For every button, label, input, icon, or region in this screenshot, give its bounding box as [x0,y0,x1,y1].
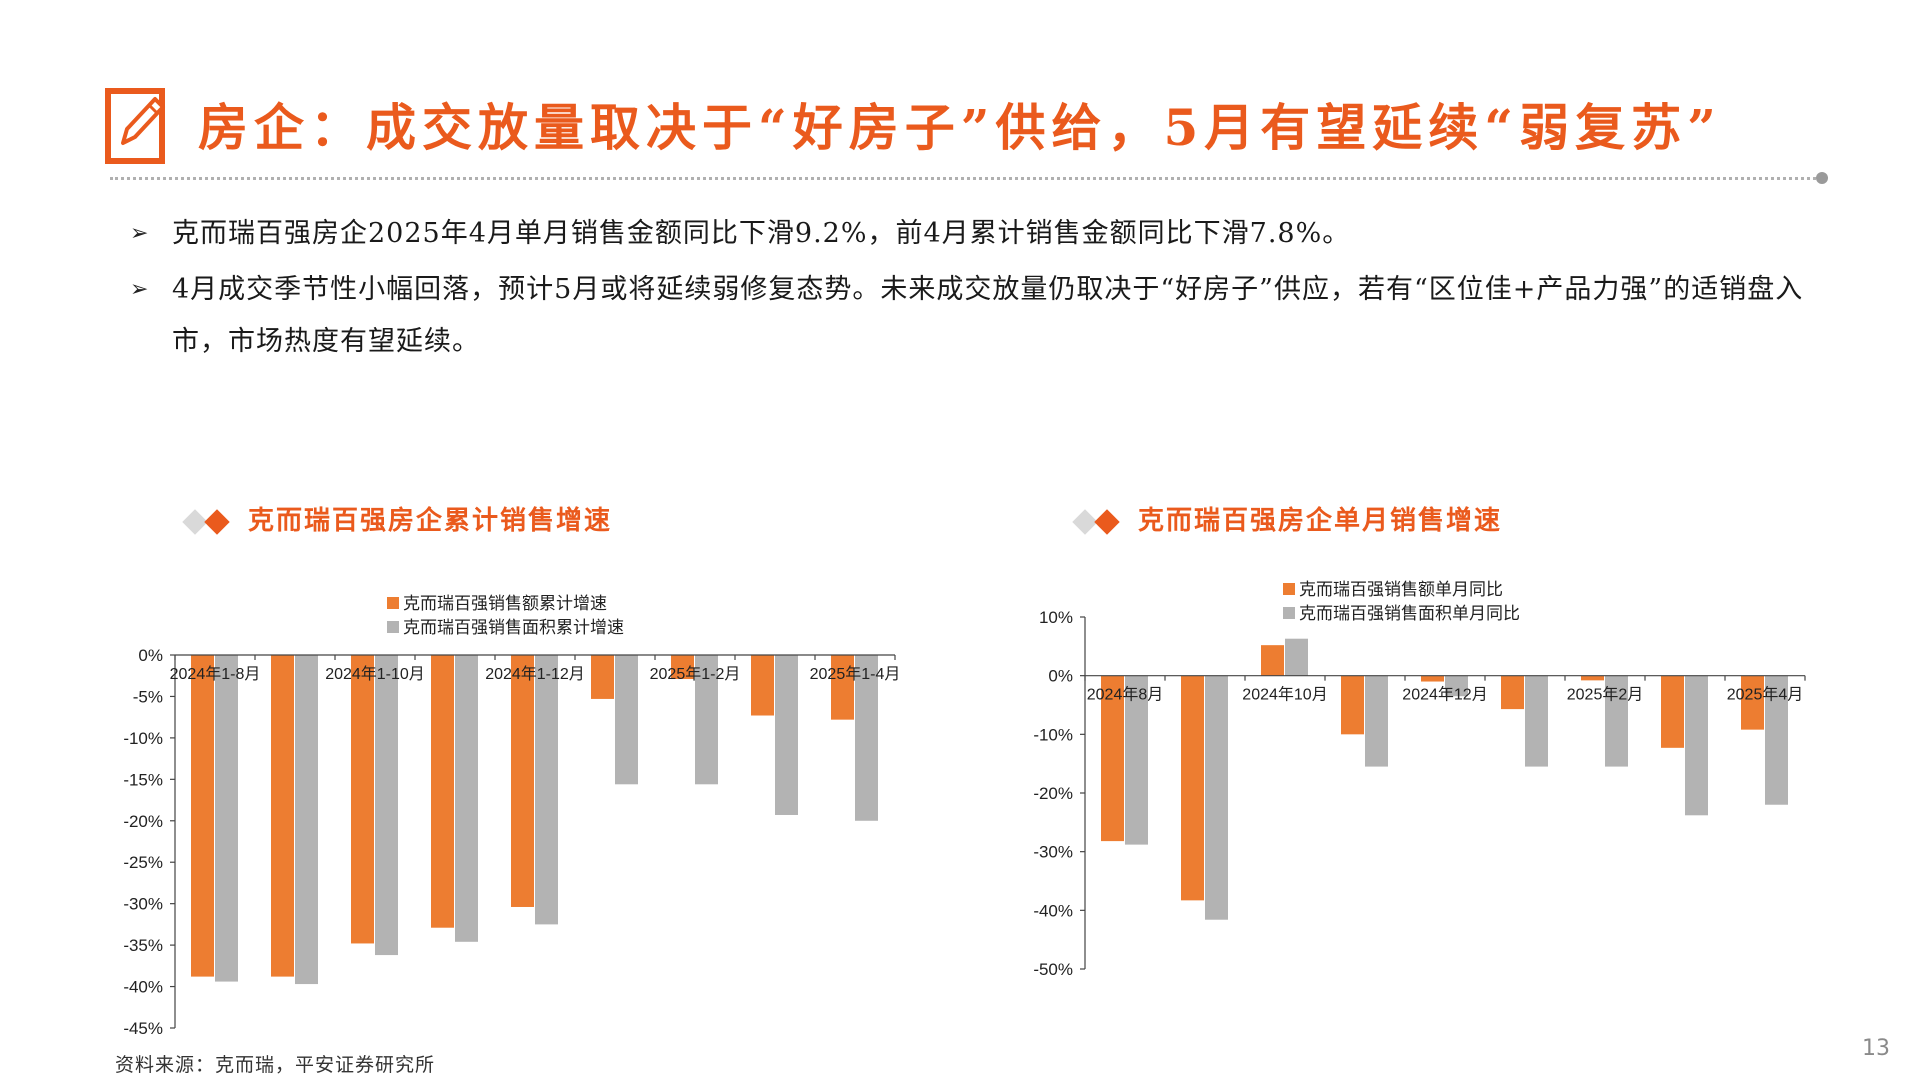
bar [375,655,398,956]
bar [775,655,798,815]
x-tick-label: 2025年4月 [1727,686,1804,704]
chart-title-text: 克而瑞百强房企单月销售增速 [1138,506,1503,536]
bar [1445,675,1468,697]
x-tick-label: 2024年1-8月 [170,665,261,683]
y-tick-label: -5% [133,687,163,706]
y-tick-label: -40% [1033,901,1073,920]
bullet-text: 4月成交季节性小幅回落，预计5月或将延续弱修复态势。未来成交放量仍取决于“好房子… [172,274,1804,357]
bar [1581,675,1604,681]
bar [295,655,318,985]
y-tick-label: -20% [1033,784,1073,803]
y-tick-label: -50% [1033,960,1073,979]
bar [215,655,238,982]
y-tick-label: -10% [123,729,163,748]
y-tick-label: -45% [123,1019,163,1038]
legend-swatch [1283,607,1295,619]
bar [855,655,878,821]
legend-swatch [387,621,399,633]
bullet-item: ➢ 克而瑞百强房企2025年4月单月销售金额同比下滑9.2%，前4月累计销售金额… [130,208,1820,260]
bar [535,655,558,925]
source-note: 资料来源：克而瑞，平安证券研究所 [115,1054,436,1076]
pencil-edit-icon [105,85,167,165]
bar [695,655,718,785]
bar [1525,675,1548,767]
legend-label: 克而瑞百强销售额单月同比 [1299,580,1503,599]
y-tick-label: 10% [1039,608,1073,627]
arrow-bullet-icon: ➢ [130,221,150,246]
y-tick-label: 0% [1048,667,1073,686]
y-tick-label: -10% [1033,725,1073,744]
page-number: 13 [1862,1036,1890,1061]
x-tick-label: 2025年1-2月 [650,665,741,683]
bar [1661,675,1684,748]
bullet-list: ➢ 克而瑞百强房企2025年4月单月销售金额同比下滑9.2%，前4月累计销售金额… [130,208,1820,372]
legend-label: 克而瑞百强销售面积单月同比 [1299,604,1520,623]
bar [751,655,774,716]
bar [831,655,854,720]
bar [455,655,478,942]
bar [1261,645,1284,676]
bar [1421,675,1444,682]
bar [1285,638,1308,676]
bar [1685,675,1708,816]
bar [1365,675,1388,767]
x-tick-label: 2024年1-10月 [325,665,425,683]
bar [1501,675,1524,710]
diamond-icon [178,507,240,537]
bar [351,655,374,944]
page-title: 房企：成交放量取决于“好房子”供给，5月有望延续“弱复苏” [198,98,1722,157]
chart-title-cumulative: 克而瑞百强房企累计销售增速 [178,500,612,537]
chart-title-text: 克而瑞百强房企累计销售增速 [248,506,613,536]
x-tick-label: 2025年2月 [1567,686,1644,704]
bar [1741,675,1764,730]
bar [1765,675,1788,805]
legend-label: 克而瑞百强销售面积累计增速 [403,618,624,637]
bar [671,655,694,680]
x-tick-label: 2024年12月 [1402,686,1487,704]
x-tick-label: 2024年8月 [1087,686,1164,704]
bar [1341,675,1364,735]
bar [591,655,614,699]
x-tick-label: 2025年1-4月 [810,665,901,683]
y-tick-label: -30% [1033,843,1073,862]
arrow-bullet-icon: ➢ [130,277,150,302]
y-tick-label: -30% [123,895,163,914]
bar [511,655,534,907]
x-tick-label: 2024年1-12月 [485,665,585,683]
divider-dot [1816,172,1828,184]
y-tick-label: 0% [138,646,163,665]
y-tick-label: -20% [123,812,163,831]
x-tick-label: 2024年10月 [1242,686,1327,704]
legend-swatch [1283,583,1295,595]
bar [431,655,454,928]
y-tick-label: -25% [123,853,163,872]
bar [615,655,638,785]
bar [1205,675,1228,920]
bar [1125,675,1148,845]
bar [1181,675,1204,901]
bar [191,655,214,977]
bar [271,655,294,977]
title-divider [110,177,1822,180]
legend-swatch [387,597,399,609]
bar [1605,675,1628,767]
bar [1101,675,1124,842]
y-tick-label: -15% [123,770,163,789]
chart-title-monthly: 克而瑞百强房企单月销售增速 [1068,500,1502,537]
y-tick-label: -35% [123,936,163,955]
bullet-item: ➢ 4月成交季节性小幅回落，预计5月或将延续弱修复态势。未来成交放量仍取决于“好… [130,264,1820,368]
y-tick-label: -40% [123,978,163,997]
bullet-text: 克而瑞百强房企2025年4月单月销售金额同比下滑9.2%，前4月累计销售金额同比… [172,218,1351,249]
diamond-icon [1068,507,1130,537]
legend-label: 克而瑞百强销售额累计增速 [403,594,607,613]
